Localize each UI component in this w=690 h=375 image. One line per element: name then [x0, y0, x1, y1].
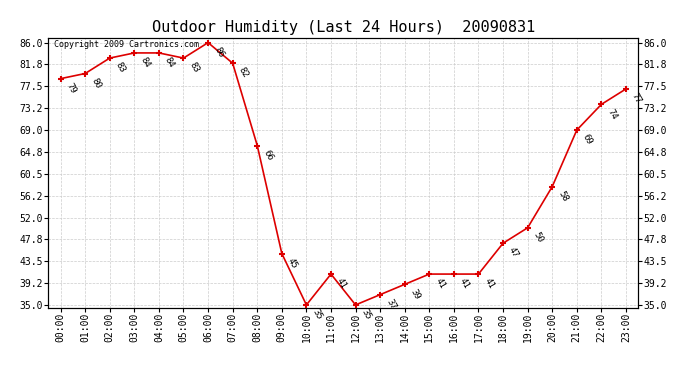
Text: 50: 50 — [532, 231, 545, 244]
Text: 66: 66 — [262, 148, 275, 162]
Text: 58: 58 — [556, 189, 569, 203]
Text: 84: 84 — [163, 56, 176, 69]
Text: 69: 69 — [581, 133, 594, 147]
Text: 83: 83 — [188, 61, 201, 75]
Text: 79: 79 — [65, 81, 78, 95]
Text: 80: 80 — [89, 76, 103, 90]
Text: 77: 77 — [630, 92, 643, 105]
Text: 39: 39 — [409, 287, 422, 301]
Text: 41: 41 — [458, 277, 471, 291]
Title: Outdoor Humidity (Last 24 Hours)  20090831: Outdoor Humidity (Last 24 Hours) 2009083… — [152, 20, 535, 35]
Text: 47: 47 — [507, 246, 520, 260]
Text: Copyright 2009 Cartronics.com: Copyright 2009 Cartronics.com — [55, 40, 199, 49]
Text: 82: 82 — [237, 66, 250, 80]
Text: 41: 41 — [335, 277, 348, 291]
Text: 37: 37 — [384, 297, 397, 311]
Text: 35: 35 — [359, 308, 373, 321]
Text: 84: 84 — [139, 56, 152, 69]
Text: 41: 41 — [482, 277, 496, 291]
Text: 45: 45 — [286, 256, 299, 270]
Text: 83: 83 — [114, 61, 127, 75]
Text: 41: 41 — [433, 277, 446, 291]
Text: 74: 74 — [606, 107, 619, 121]
Text: 86: 86 — [213, 45, 226, 59]
Text: 35: 35 — [310, 308, 324, 321]
